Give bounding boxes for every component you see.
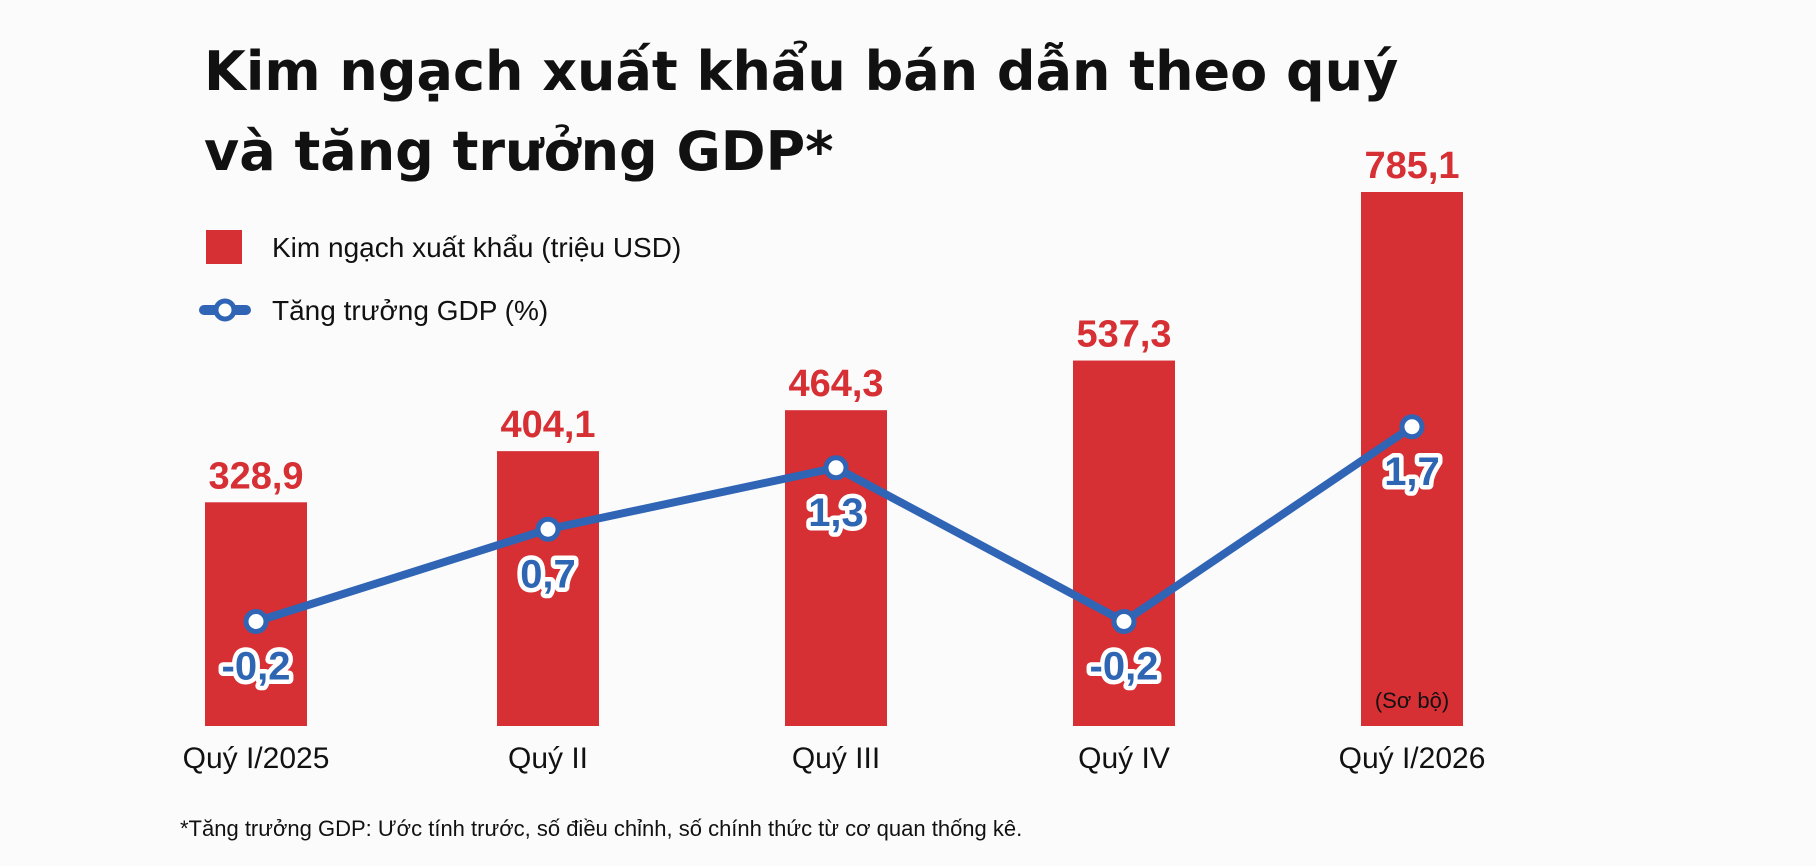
footnote: *Tăng trưởng GDP: Ước tính trước, số điề… [180,816,1022,841]
gdp-value-label-1: -0,2 [222,645,291,689]
bar-5 [1361,192,1463,726]
legend: Kim ngạch xuất khẩu (triệu USD) Tăng trư… [199,230,681,326]
category-label-2: Quý II [508,742,588,775]
bar-value-label-3: 464,3 [788,363,883,405]
gdp-value-labels: -0,2 0,7 1,3 -0,2 1,7 [217,445,1444,693]
category-label-5: Quý I/2026 [1339,742,1486,775]
category-label-3: Quý III [792,742,880,775]
bars [205,192,1463,726]
bar-2 [497,451,599,726]
gdp-point-4 [1111,609,1137,634]
gdp-value-label-3: 1,3 [808,491,864,535]
bar-value-labels: 328,9 404,1 464,3 537,3 785,1 [208,145,1459,497]
chart-title-line-2: và tăng trưởng GDP* [204,120,833,183]
category-label-4: Quý IV [1078,742,1170,775]
gdp-point-1 [243,609,269,634]
bar-4 [1073,360,1175,726]
gdp-point-5 [1399,414,1425,440]
category-labels: Quý I/2025 Quý II Quý III Quý IV Quý I/2026 [183,742,1486,775]
legend-line-marker [213,298,237,322]
bar-value-label-4: 537,3 [1076,314,1171,356]
bar-value-label-1: 328,9 [208,455,303,497]
bar-value-label-5: 785,1 [1364,145,1459,187]
gdp-points [243,414,1425,634]
chart-title-line-1: Kim ngạch xuất khẩu bán dẫn theo quý [204,40,1398,103]
legend-label-bar: Kim ngạch xuất khẩu (triệu USD) [272,232,681,263]
legend-bar-swatch [206,230,242,264]
bar-note-preliminary: (Sơ bộ) [1375,688,1449,713]
gdp-value-label-5: 1,7 [1384,450,1440,494]
bar-value-label-2: 404,1 [500,404,595,446]
gdp-value-label-2: 0,7 [520,552,576,596]
gdp-point-2 [535,516,561,542]
category-label-1: Quý I/2025 [183,742,330,775]
gdp-point-3 [823,455,849,481]
legend-label-line: Tăng trưởng GDP (%) [272,295,548,326]
gdp-value-label-4: -0,2 [1090,645,1159,689]
